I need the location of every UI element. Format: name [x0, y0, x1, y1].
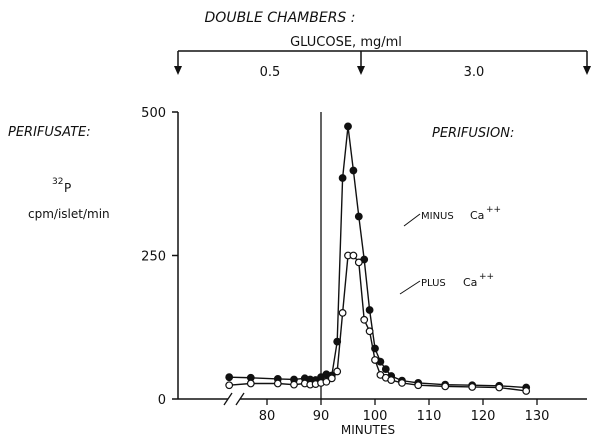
minus-ca-point [371, 344, 379, 353]
minus-ca-point [381, 365, 390, 374]
glucose-high-value: 3.0 [464, 65, 485, 80]
isotope-mass-number: 32 [52, 177, 63, 187]
axis-break-mark [223, 392, 245, 406]
isotope-symbol: P [64, 181, 71, 195]
x-tick-label: 100 [363, 409, 388, 424]
minus-ca-label: MINUS [421, 211, 454, 222]
minus-ca-point [354, 212, 363, 221]
minus-ca-symbol: Ca [470, 209, 484, 222]
plus-ca-point [354, 258, 363, 267]
plus-ca-point [338, 309, 347, 317]
plus-ca-point [398, 379, 406, 387]
plus-ca-label: PLUS [421, 278, 446, 289]
y-tick-label: 500 [141, 106, 166, 121]
plus-ca-point [349, 251, 358, 260]
plus-ca-point [371, 356, 379, 364]
x-tick-label: 120 [471, 409, 496, 424]
plus-ca-point [441, 382, 450, 391]
y-ticks: 0 250 500 [141, 106, 178, 408]
x-tick-label: 80 [259, 409, 276, 424]
plus-ca-point [360, 315, 369, 324]
plus-ca-point [273, 379, 282, 388]
minus-ca-point [344, 122, 352, 131]
y-axis-units-label: cpm/islet/min [28, 207, 110, 221]
plus-ca-point [225, 381, 234, 390]
perifusion-label: PERIFUSION: [432, 126, 514, 141]
glucose-bracket [174, 50, 591, 75]
double-chambers-label: DOUBLE CHAMBERS : [205, 10, 356, 26]
series-layer [225, 122, 531, 395]
y-tick-label: 0 [158, 393, 166, 408]
glucose-label: GLUCOSE, mg/ml [290, 35, 402, 50]
minus-ca-point [365, 306, 374, 314]
plus-ca-point [290, 380, 298, 389]
plus-ca-charge: ++ [479, 272, 494, 282]
minus-ca-leader [403, 213, 421, 227]
minus-ca-point [225, 373, 234, 382]
glucose-low-value: 0.5 [260, 65, 281, 80]
plus-ca-point [387, 376, 396, 384]
plus-ca-point [468, 383, 477, 391]
x-ticks: 80 90 100 110 120 130 [259, 399, 550, 424]
plus-ca-point [246, 379, 255, 388]
plus-ca-point [495, 383, 504, 392]
x-tick-label: 90 [313, 409, 330, 424]
perifusate-label: PERIFUSATE: [8, 125, 91, 140]
plus-ca-point [365, 327, 374, 336]
x-tick-label: 110 [417, 409, 442, 424]
minus-ca-point [333, 337, 342, 346]
plus-ca-point [333, 367, 342, 376]
plus-ca-point [414, 381, 423, 390]
minus-ca-charge: ++ [486, 205, 501, 215]
plus-ca-point [522, 387, 531, 395]
y-tick-label: 250 [141, 250, 166, 265]
minus-ca-point [349, 166, 358, 175]
plus-ca-leader [399, 280, 421, 295]
x-axis-label: MINUTES [341, 423, 395, 437]
plus-ca-point [327, 374, 336, 383]
plus-ca-point [322, 377, 331, 386]
minus-ca-point [338, 174, 347, 182]
x-tick-label: 130 [525, 409, 550, 424]
plus-ca-symbol: Ca [463, 276, 477, 289]
